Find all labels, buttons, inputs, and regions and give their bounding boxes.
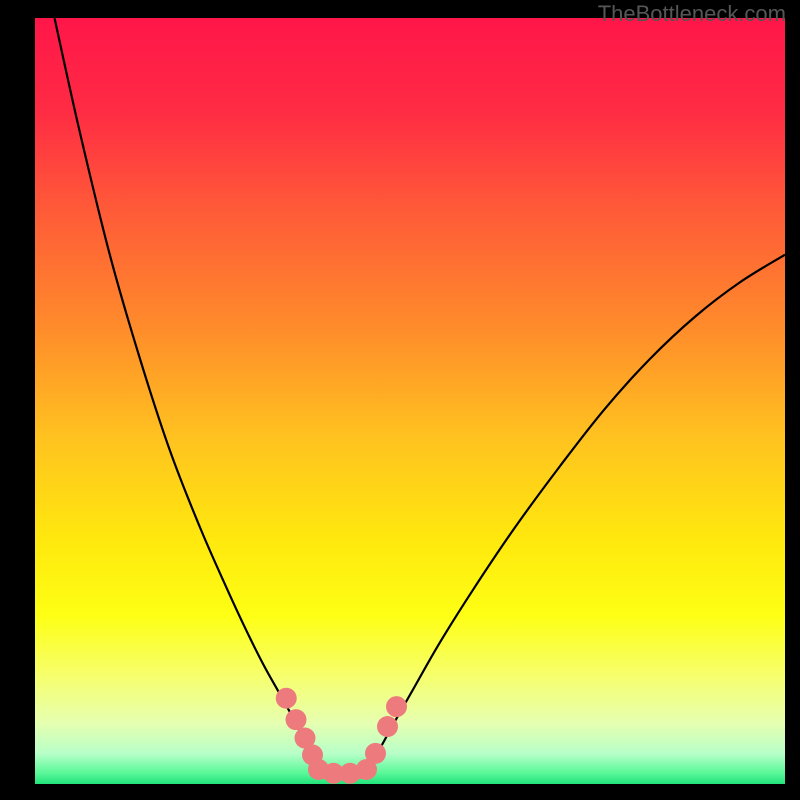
curve-marker (276, 688, 297, 709)
curve-layer (35, 18, 785, 784)
left-curve (55, 18, 319, 771)
plot-area (35, 18, 785, 784)
curve-marker (377, 716, 398, 737)
curve-marker (286, 709, 307, 730)
curve-marker (386, 696, 407, 717)
marker-group (276, 688, 407, 784)
right-curve (367, 255, 786, 771)
watermark-text: TheBottleneck.com (598, 1, 786, 27)
curve-marker (365, 743, 386, 764)
